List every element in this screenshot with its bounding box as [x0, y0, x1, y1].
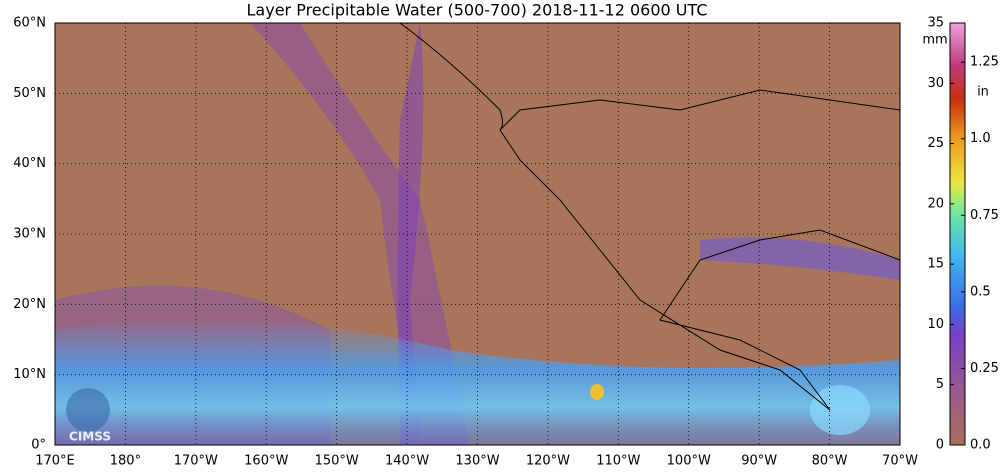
logo-text: CIMSS [69, 430, 111, 444]
lon-tick-label: 180° [110, 454, 141, 469]
mm-tick-label: 30 [927, 76, 944, 91]
in-tick-label: 0.5 [970, 284, 991, 299]
lat-tick-label: 0° [31, 438, 46, 453]
mm-tick-label: 10 [927, 317, 944, 332]
in-tick-label: 0.75 [970, 208, 999, 223]
lon-tick-label: 100°W [667, 454, 711, 469]
mm-tick-label: 5 [936, 377, 944, 392]
lon-tick-label: 80°W [812, 454, 848, 469]
map-image [55, 22, 901, 445]
map-frame [54, 22, 901, 446]
mm-tick-label: 20 [927, 196, 944, 211]
lat-tick-label: 40°N [13, 156, 46, 171]
mm-tick-label: 25 [927, 136, 944, 151]
lat-tick-label: 10°N [13, 367, 46, 382]
lon-tick-label: 150°W [315, 454, 359, 469]
logo: CIMSS [66, 388, 111, 444]
in-tick-label: 0.25 [970, 361, 999, 376]
lon-tick-label: 120°W [526, 454, 570, 469]
lon-tick-label: 170°W [174, 454, 218, 469]
in-tick-label: 1.0 [970, 131, 991, 146]
lon-tick-label: 90°W [741, 454, 777, 469]
lat-tick-label: 20°N [13, 297, 46, 312]
in-tick-label: 1.25 [970, 55, 999, 70]
mm-tick-label: 0 [936, 438, 944, 453]
unit-mm: mm [922, 33, 947, 48]
lat-tick-label: 50°N [13, 86, 46, 101]
colorbar [949, 22, 966, 446]
lon-tick-label: 140°W [385, 454, 429, 469]
title: Layer Precipitable Water (500-700) 2018-… [247, 1, 708, 20]
lat-tick-label: 60°N [13, 16, 46, 31]
lon-tick-label: 70°W [882, 454, 918, 469]
mm-tick-label: 15 [927, 257, 944, 272]
lon-tick-label: 160°W [244, 454, 288, 469]
lat-tick-label: 30°N [13, 227, 46, 242]
lon-tick-label: 110°W [596, 454, 640, 469]
lon-tick-label: 130°W [455, 454, 499, 469]
lon-tick-label: 170°E [35, 454, 75, 469]
mm-tick-label: 35 [927, 16, 944, 31]
unit-in: in [977, 85, 989, 100]
in-tick-label: 0.0 [970, 438, 991, 453]
